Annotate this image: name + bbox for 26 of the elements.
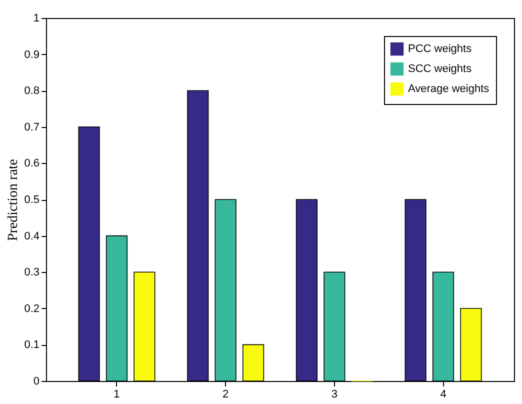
- bar: [78, 126, 100, 382]
- bar: [134, 272, 156, 382]
- y-tick-label: 0.9: [24, 48, 40, 61]
- y-tick-label: 0.2: [24, 302, 40, 315]
- y-tick-label: 1: [33, 12, 40, 24]
- bar: [296, 199, 318, 382]
- y-tick-label: 0.5: [24, 194, 40, 206]
- bar: [460, 308, 482, 382]
- y-tick-label: 0.8: [24, 85, 40, 98]
- legend-label: Average weights: [408, 83, 490, 95]
- y-tick-label: 0.7: [24, 121, 40, 134]
- y-tick-label: 0.6: [24, 158, 40, 170]
- bar: [187, 90, 209, 382]
- x-tick-label: 2: [222, 388, 229, 400]
- legend-label: SCC weights: [408, 63, 472, 75]
- bar: [242, 344, 264, 382]
- x-tick-label: 1: [114, 388, 120, 400]
- x-tick-label: 3: [331, 388, 338, 400]
- bar: [404, 199, 426, 382]
- y-axis-title: Prediction rate: [6, 158, 22, 242]
- y-tick-label: 0.3: [24, 266, 40, 279]
- y-tick-label: 0: [33, 376, 40, 388]
- legend-label: PCC weights: [408, 43, 472, 55]
- y-tick-label: 0.4: [24, 230, 40, 242]
- x-tick-label: 4: [440, 388, 446, 400]
- y-tick-label: 0.1: [24, 339, 40, 352]
